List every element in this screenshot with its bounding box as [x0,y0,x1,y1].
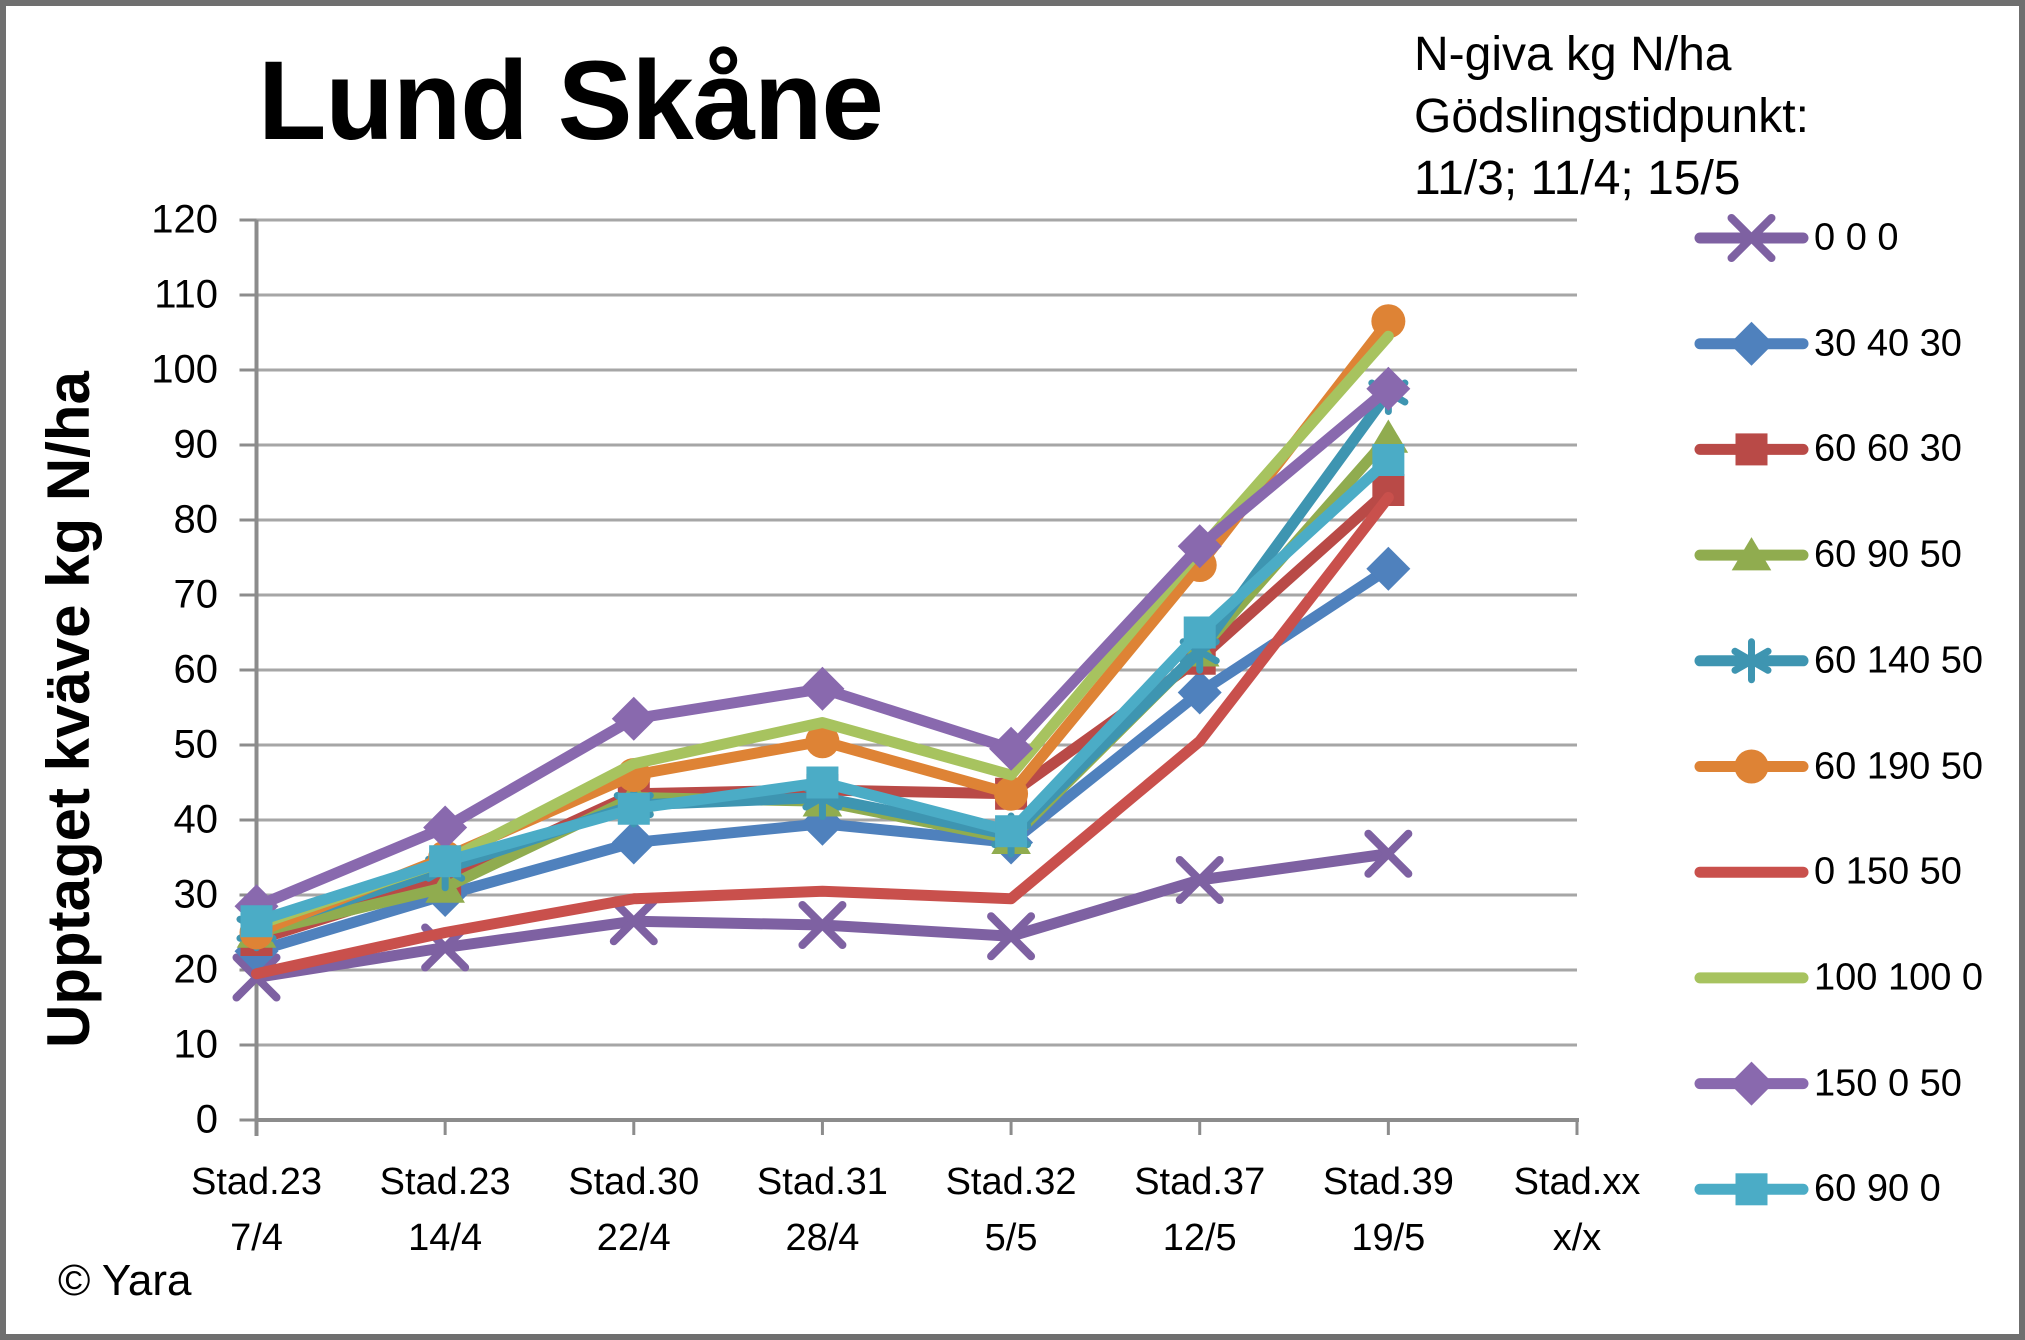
chart-canvas [232,214,1809,1206]
x-category-label: Stad.30 22/4 [534,1154,734,1266]
legend-key-150-0-50 [1694,1061,1809,1106]
y-tick-label: 20 [173,947,219,992]
x-label-stage: Stad.23 [191,1161,322,1203]
y-tick-label: 0 [195,1097,218,1142]
series-0-0-0 [232,829,1413,1002]
x-label-date: x/x [1552,1217,1602,1259]
x-category-label: Stad.39 19/5 [1288,1154,1488,1266]
legend-item-label: 30 40 30 [1814,322,1962,365]
legend-key-60-90-0 [1694,1173,1809,1206]
legend-header-line: Gödslingstidpunkt: [1414,90,1809,143]
x-category-label: Stad.37 12/5 [1100,1154,1300,1266]
copyright-note: © Yara [58,1256,192,1305]
legend-key-60-190-50 [1694,749,1809,784]
legend-item-label: 60 140 50 [1814,639,1984,682]
legend-item-label: 60 90 50 [1814,533,1962,576]
x-label-date: 22/4 [596,1217,671,1259]
y-tick-label: 10 [173,1022,219,1067]
y-tick-label: 100 [151,347,218,392]
y-tick-label: 110 [154,272,218,317]
legend-item-label: 150 0 50 [1814,1062,1962,1105]
legend-key-60-140-50 [1694,638,1809,684]
x-category-label: Stad.31 28/4 [722,1154,922,1266]
legend-header-line: 11/3; 11/4; 15/5 [1414,152,1741,205]
x-label-date: 14/4 [408,1217,483,1259]
y-tick-label: 80 [173,497,219,542]
legend-key-60-90-50 [1694,537,1809,571]
x-label-stage: Stad.xx [1513,1161,1641,1203]
y-tick-label: 40 [173,797,219,842]
series-60-90-0 [240,444,1405,938]
legend-key-30-40-30 [1694,321,1809,366]
series-0-150-50 [251,492,1394,980]
legend-item-label: 60 190 50 [1814,745,1984,787]
legend-item-label: 60 90 0 [1814,1167,1941,1210]
x-category-label: Stad.23 7/4 [157,1154,357,1266]
legend-header: N-giva kg N/ha Gödslingstidpunkt: 11/3; 11… [1414,24,1809,210]
y-tick-label: 50 [173,722,219,767]
series-150-0-50 [234,366,1411,929]
x-label-date: 12/5 [1162,1217,1237,1259]
x-category-label: Stad.xx x/x [1477,1154,1677,1266]
y-tick-label: 70 [173,572,219,617]
y-tick-label: 30 [173,872,219,917]
legend-header-line: N-giva kg N/ha [1414,28,1732,81]
legend-key-60-60-30 [1694,433,1809,466]
x-label-stage: Stad.32 [945,1161,1077,1203]
x-label-date: 19/5 [1351,1217,1426,1259]
legend-item-label: 0 150 50 [1814,850,1962,893]
x-category-label: Stad.23 14/4 [345,1154,545,1266]
x-label-stage: Stad.39 [1322,1161,1454,1203]
x-label-stage: Stad.30 [568,1161,700,1203]
y-tick-label: 60 [173,647,219,692]
legend-item-label: 100 100 0 [1814,956,1984,999]
x-label-stage: Stad.23 [379,1161,511,1203]
legend-item-label: 60 60 30 [1814,427,1962,470]
series-60-140-50 [236,370,1409,952]
x-label-stage: Stad.37 [1134,1161,1266,1203]
legend-key-0-0-0 [1694,214,1809,262]
legend-item-label: 0 0 0 [1814,216,1899,259]
x-category-label: Stad.32 5/5 [911,1154,1111,1266]
x-label-date: 7/4 [230,1217,283,1259]
x-label-date: 28/4 [785,1217,860,1259]
y-tick-label: 120 [151,197,218,242]
y-tick-label: 90 [173,422,219,467]
x-label-date: 5/5 [984,1217,1038,1259]
page-title: Lund Skåne [258,38,884,163]
x-label-stage: Stad.31 [756,1161,888,1203]
